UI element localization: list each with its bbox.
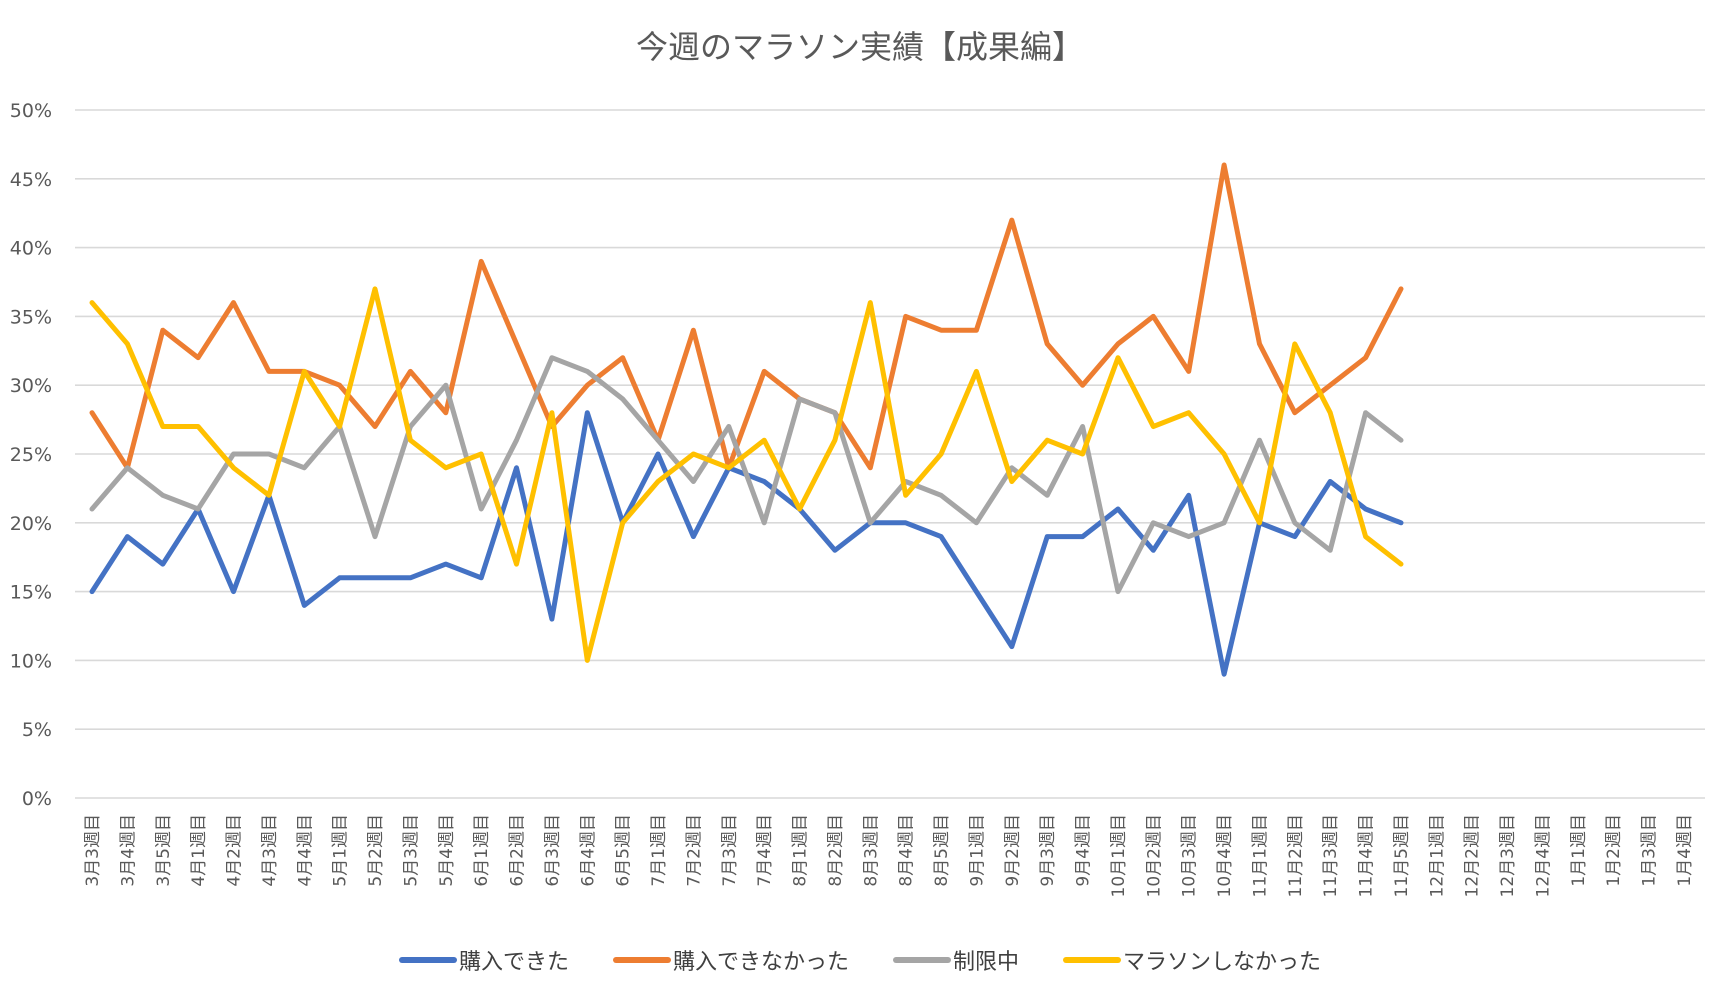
x-tick-label: 6月4週目	[578, 814, 598, 887]
series-line-2	[89, 355, 1404, 595]
y-tick-label: 20%	[10, 513, 52, 535]
legend-label: 購入できた	[458, 950, 569, 975]
legend-swatch-purchased	[398, 957, 457, 963]
x-tick-label: 8月1週目	[791, 814, 811, 887]
x-tick-label: 1月2週目	[1604, 814, 1624, 887]
x-tick-label: 9月2週目	[1003, 814, 1023, 887]
y-tick-label: 10%	[10, 650, 52, 672]
legend-label: 制限中	[953, 950, 1020, 975]
chart-title: 今週のマラソン実績【成果編】	[635, 28, 1084, 66]
x-tick-label: 8月5週目	[932, 814, 952, 887]
x-tick-label: 11月5週目	[1392, 814, 1412, 897]
x-tick-label: 4月2週目	[225, 814, 245, 887]
y-tick-label: 25%	[10, 444, 52, 466]
x-tick-label: 9月3週目	[1038, 814, 1058, 887]
y-tick-label: 0%	[22, 788, 52, 810]
x-tick-label: 3月5週目	[154, 814, 174, 887]
legend-swatch-no-marathon	[1063, 957, 1122, 963]
legend-item-purchased[interactable]: 購入できた	[398, 944, 569, 976]
legend-swatch-restricted	[893, 957, 951, 963]
x-tick-label: 4月3週目	[260, 814, 280, 887]
x-tick-label: 4月1週目	[189, 814, 209, 887]
x-tick-label: 8月2週目	[826, 814, 846, 887]
x-tick-label: 10月1週目	[1109, 814, 1129, 897]
gridlines	[75, 109, 1705, 799]
x-tick-label: 10月3週目	[1180, 814, 1200, 897]
x-tick-label: 9月4週目	[1074, 814, 1094, 887]
x-tick-label: 11月1週目	[1250, 814, 1270, 897]
legend: 購入できた 購入できなかった 制限中 マラソンしなかった	[0, 944, 1720, 976]
x-tick-label: 6月1週目	[472, 814, 492, 887]
legend-swatch-not-purchased	[612, 957, 671, 963]
x-tick-label: 8月3週目	[861, 814, 881, 887]
legend-item-restricted[interactable]: 制限中	[893, 944, 1019, 976]
y-tick-label: 40%	[10, 238, 52, 260]
x-tick-label: 12月3週目	[1498, 814, 1518, 897]
x-tick-label: 5月2週目	[366, 814, 386, 887]
series-line-3	[89, 286, 1404, 663]
legend-item-not-purchased[interactable]: 購入できなかった	[612, 944, 849, 976]
x-axis-ticks: 3月3週目 3月4週目 3月5週目 4月1週目 4月2週目 4月3週目 4月4週目 5月1週目…	[83, 814, 1695, 897]
y-tick-label: 15%	[10, 582, 52, 604]
x-tick-label: 11月2週目	[1286, 814, 1306, 897]
x-tick-label: 1月3週目	[1640, 814, 1660, 887]
y-tick-label: 50%	[10, 100, 52, 122]
x-tick-label: 4月4週目	[295, 814, 315, 887]
y-tick-label: 35%	[10, 306, 52, 328]
y-axis-ticks: 0% 5% 10% 15% 20% 25% 30% 35% 40% 45% 50%	[10, 100, 52, 810]
x-tick-label: 10月2週目	[1144, 814, 1164, 897]
x-tick-label: 9月1週目	[967, 814, 987, 887]
x-tick-label: 3月4週目	[118, 814, 138, 887]
x-tick-label: 1月4週目	[1675, 814, 1695, 887]
x-tick-label: 1月1週目	[1569, 814, 1589, 887]
x-tick-label: 10月4週目	[1215, 814, 1235, 897]
y-tick-label: 45%	[10, 169, 52, 191]
x-tick-label: 12月2週目	[1463, 814, 1483, 897]
x-tick-label: 8月4週目	[897, 814, 917, 887]
x-tick-label: 6月3週目	[543, 814, 563, 887]
series-lines	[89, 162, 1404, 677]
x-tick-label: 11月4週目	[1357, 814, 1377, 897]
series-line-1	[89, 162, 1404, 471]
x-tick-label: 7月4週目	[755, 814, 775, 887]
legend-item-no-marathon[interactable]: マラソンしなかった	[1063, 944, 1321, 976]
x-tick-label: 12月4週目	[1533, 814, 1553, 897]
x-tick-label: 3月3週目	[83, 814, 103, 887]
x-tick-label: 5月1週目	[331, 814, 351, 887]
x-tick-label: 7月2週目	[684, 814, 704, 887]
y-tick-label: 30%	[10, 375, 52, 397]
legend-label: 購入できなかった	[672, 950, 849, 975]
x-tick-label: 5月4週目	[437, 814, 457, 887]
legend-label: マラソンしなかった	[1123, 950, 1322, 975]
x-tick-label: 12月1週目	[1427, 814, 1447, 897]
x-tick-label: 5月3週目	[401, 814, 421, 887]
y-tick-label: 5%	[22, 719, 52, 741]
x-tick-label: 7月1週目	[649, 814, 669, 887]
x-tick-label: 7月3週目	[720, 814, 740, 887]
x-tick-label: 6月2週目	[508, 814, 528, 887]
x-tick-label: 11月3週目	[1321, 814, 1341, 897]
x-tick-label: 6月5週目	[614, 814, 634, 887]
